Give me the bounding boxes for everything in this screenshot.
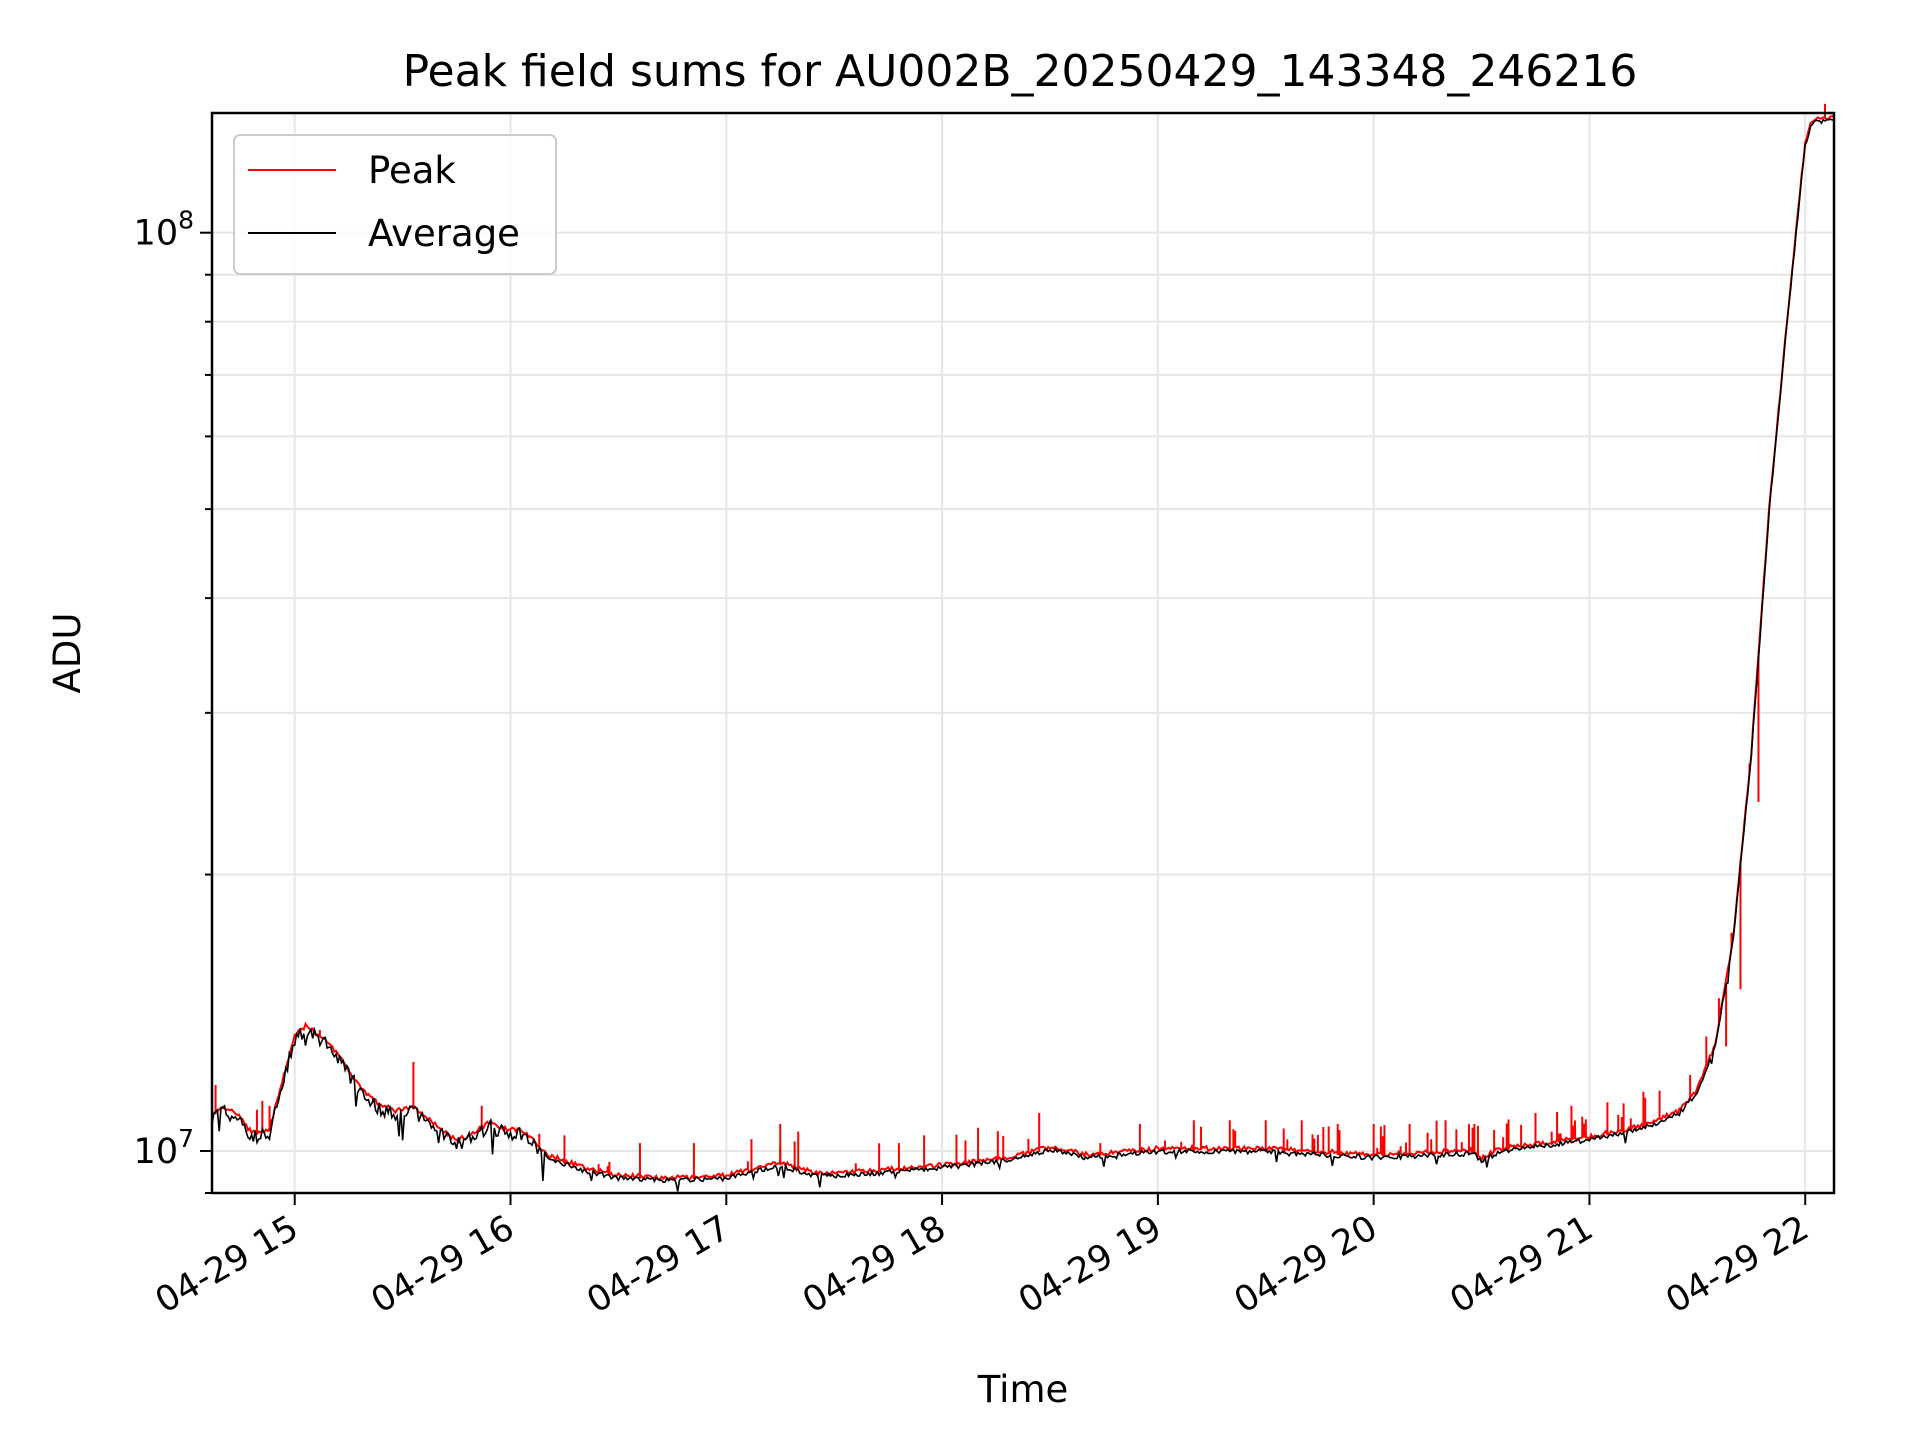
legend-average-label: Average — [368, 212, 520, 255]
chart-title: Peak field sums for AU002B_20250429_1433… — [403, 46, 1638, 97]
y-tick-label: 108 — [134, 206, 194, 254]
series-peak — [211, 103, 1835, 1182]
average-line — [211, 118, 1835, 1192]
grid — [212, 113, 1834, 1194]
legend-peak-label: Peak — [368, 149, 456, 192]
legend: Peak Average — [233, 134, 557, 275]
plot-frame — [210, 111, 1836, 1195]
y-axis-label: ADU — [46, 613, 89, 694]
x-axis-label: Time — [977, 1368, 1069, 1411]
y-axis-ticks: 107 108 — [134, 206, 212, 1194]
y-tick-label: 107 — [134, 1124, 194, 1172]
series-average — [211, 118, 1835, 1192]
